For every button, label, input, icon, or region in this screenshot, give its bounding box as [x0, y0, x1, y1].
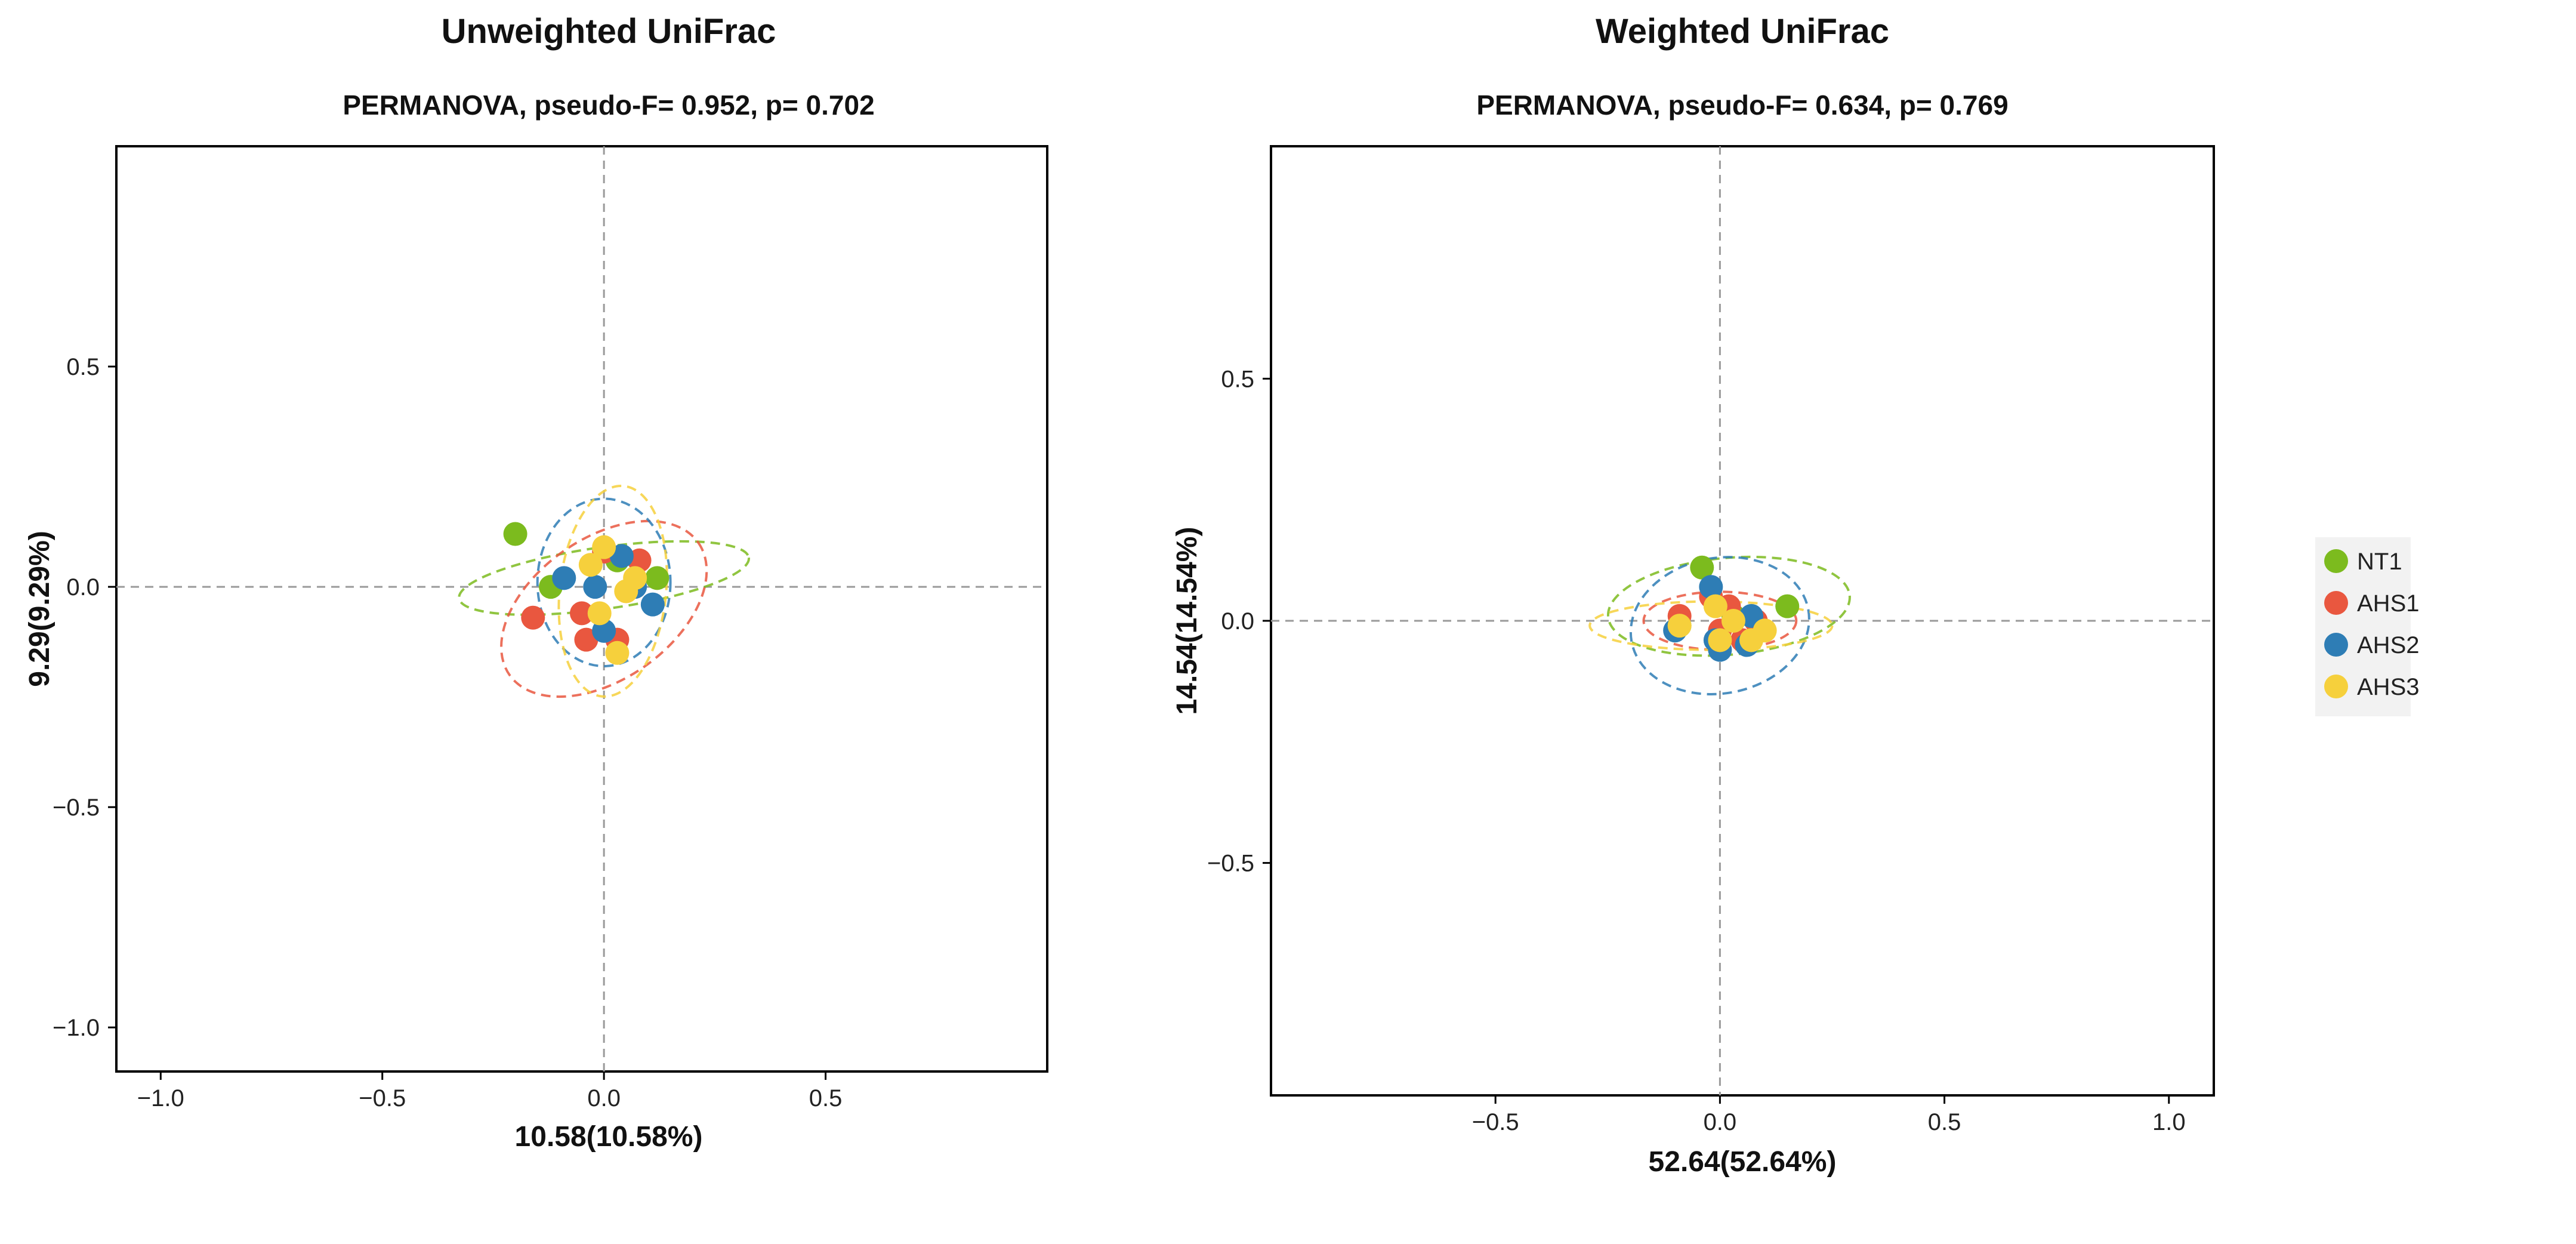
y-tick-label: −0.5 [1207, 851, 1254, 877]
point-ahs1 [574, 627, 599, 652]
legend-label: AHS3 [2357, 674, 2420, 700]
y-tick-label: 0.5 [66, 354, 100, 380]
x-tick-label: 0.5 [809, 1085, 843, 1111]
x-axis-label: 52.64(52.64%) [1649, 1146, 1837, 1178]
x-tick-label: 1.0 [2152, 1109, 2186, 1135]
y-axis-label: 14.54(14.54%) [1171, 527, 1203, 715]
legend: NT1 AHS1 AHS2 AHS3 [2315, 537, 2420, 716]
point-nt1 [503, 522, 527, 546]
point-ahs3 [578, 553, 603, 577]
legend-label: AHS1 [2357, 590, 2420, 617]
ellipse-ahs2 [536, 497, 672, 667]
chart-title: Unweighted UniFrac [442, 12, 776, 51]
legend-swatch-ahs1 [2324, 591, 2348, 615]
x-tick-label: −0.5 [1472, 1109, 1519, 1135]
legend-swatch-ahs2 [2324, 633, 2348, 657]
point-ahs2 [640, 592, 665, 617]
point-ahs3 [1708, 628, 1732, 652]
ellipse-nt1 [458, 540, 751, 616]
x-tick-label: 0.5 [1928, 1109, 1961, 1135]
y-tick-label: −0.5 [53, 795, 100, 821]
chart-subtitle: PERMANOVA, pseudo-F= 0.634, p= 0.769 [1476, 90, 2008, 121]
point-nt1 [1775, 594, 1800, 618]
ellipse-ahs1 [500, 519, 708, 698]
point-ahs2 [609, 544, 634, 568]
point-ahs3 [1721, 609, 1745, 633]
x-tick-label: 0.0 [587, 1085, 621, 1111]
point-ahs3 [605, 641, 630, 665]
chart-title: Weighted UniFrac [1596, 12, 1889, 51]
x-tick-label: −1.0 [137, 1085, 184, 1111]
x-tick-label: −0.5 [359, 1085, 406, 1111]
point-ahs2 [583, 575, 607, 599]
legend-swatch-ahs3 [2324, 675, 2348, 698]
point-nt1 [1690, 555, 1714, 580]
y-axis-label: 9.29(9.29%) [24, 531, 55, 687]
unweighted-unifrac-panel: Unweighted UniFrac PERMANOVA, pseudo-F= … [24, 12, 1048, 1153]
legend-item-nt1: NT1 [2324, 549, 2402, 575]
point-ahs1 [521, 605, 545, 630]
y-tick-label: −1.0 [53, 1015, 100, 1041]
chart-subtitle: PERMANOVA, pseudo-F= 0.952, p= 0.702 [343, 90, 874, 121]
legend-label: NT1 [2357, 549, 2402, 575]
y-tick-label: 0.0 [66, 574, 100, 601]
x-tick-label: 0.0 [1704, 1109, 1737, 1135]
point-ahs3 [587, 601, 612, 626]
y-tick-label: 0.5 [1221, 366, 1254, 392]
legend-swatch-nt1 [2324, 549, 2348, 573]
point-ahs2 [552, 566, 576, 590]
legend-item-ahs1: AHS1 [2324, 590, 2420, 617]
x-axis-label: 10.58(10.58%) [515, 1121, 703, 1153]
point-ahs3 [623, 566, 647, 590]
y-tick-label: 0.0 [1221, 608, 1254, 635]
legend-item-ahs2: AHS2 [2324, 632, 2420, 658]
point-nt1 [645, 566, 670, 590]
point-ahs3 [592, 535, 616, 559]
point-ahs3 [1753, 618, 1777, 643]
legend-item-ahs3: AHS3 [2324, 674, 2420, 700]
point-ahs3 [1667, 614, 1692, 638]
point-ahs2 [1699, 575, 1723, 599]
point-ahs1 [570, 601, 594, 626]
legend-label: AHS2 [2357, 632, 2420, 658]
point-ahs3 [1703, 594, 1727, 618]
weighted-unifrac-panel: Weighted UniFrac PERMANOVA, pseudo-F= 0.… [1171, 12, 2215, 1178]
